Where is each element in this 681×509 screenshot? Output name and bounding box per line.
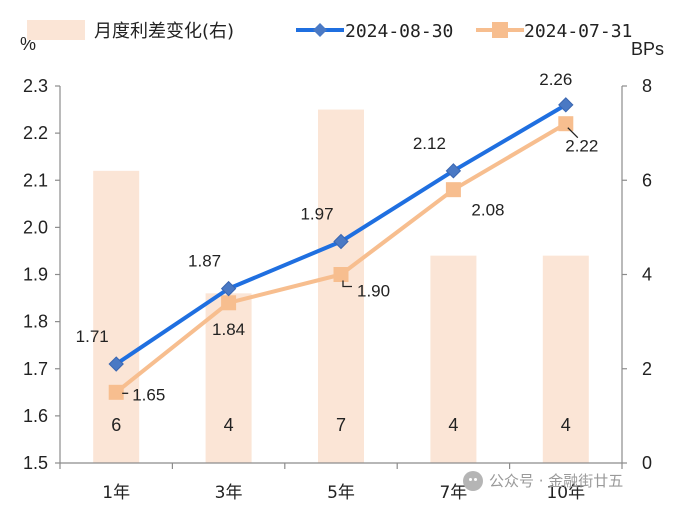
bars-layer bbox=[93, 109, 589, 463]
x-tick-label-0: 1年 bbox=[102, 483, 130, 503]
series-1-point-4 bbox=[558, 116, 574, 132]
series-1-point-2 bbox=[333, 267, 349, 282]
legend-series-0-marker bbox=[313, 23, 327, 37]
wechat-icon bbox=[463, 470, 483, 491]
watermark-text: 公众号 · 金融街廿五 bbox=[489, 472, 624, 490]
series-1-point-1 bbox=[221, 295, 237, 311]
series-1-label-4: 2.22 bbox=[565, 137, 598, 156]
y-right-tick-label-1: 2 bbox=[642, 359, 652, 379]
series-1-point-0 bbox=[108, 384, 124, 400]
x-tick-label-3: 7年 bbox=[439, 483, 467, 503]
series-0-point-1 bbox=[220, 280, 237, 297]
series-0-label-2: 1.97 bbox=[300, 205, 333, 224]
series-1-label-3: 2.08 bbox=[471, 201, 504, 220]
x-tick-label-4: 10年 bbox=[546, 483, 585, 503]
bar-label-0: 6 bbox=[111, 415, 121, 435]
series-0-point-3 bbox=[445, 163, 462, 179]
y-left-tick-label-0: 1.5 bbox=[23, 453, 48, 473]
x-tick-label-1: 3年 bbox=[215, 483, 243, 503]
y-left-tick-label-5: 2.0 bbox=[23, 217, 48, 237]
series-1-label-0: 1.65 bbox=[132, 385, 165, 404]
series-1-point-3 bbox=[445, 182, 461, 198]
watermark: 公众号 · 金融街廿五 bbox=[463, 470, 623, 491]
legend-bar-label: 月度利差变化(右) bbox=[94, 21, 234, 42]
series-0-label-1: 1.87 bbox=[188, 252, 221, 271]
legend-series-0-label: 2024-08-30 bbox=[345, 21, 453, 42]
legend-series-1-marker bbox=[492, 22, 508, 38]
bar-2 bbox=[318, 109, 364, 463]
legend: 月度利差变化(右) 2024-08-30 2024-07-31 bbox=[27, 20, 632, 42]
bar-label-3: 4 bbox=[448, 415, 458, 435]
axes-layer: 1.5 1.6 1.7 1.8 1.9 2.0 2.1 2.2 2.3 0 2 4 6 8 1年 3年 5年 7年… bbox=[20, 34, 664, 503]
legend-bar-swatch bbox=[27, 20, 85, 40]
y-left-tick-label-4: 1.9 bbox=[23, 265, 48, 285]
y-left-tick-label-7: 2.2 bbox=[23, 123, 48, 143]
series-0-label-0: 1.71 bbox=[76, 327, 109, 346]
series-0-point-4 bbox=[558, 97, 574, 113]
bar-label-4: 4 bbox=[561, 415, 571, 435]
series-0-label-3: 2.12 bbox=[413, 134, 446, 153]
lines-layer: 1.71 1.87 1.97 2.12 2.26 1.65 1.84 1.90 2.08 2.22 bbox=[76, 70, 599, 404]
y-left-tick-label-3: 1.8 bbox=[23, 312, 48, 332]
series-0-point-2 bbox=[333, 233, 349, 250]
bar-label-2: 7 bbox=[336, 415, 346, 435]
y-left-tick-label-6: 2.1 bbox=[23, 170, 48, 190]
series-1-leader-2 bbox=[342, 280, 352, 288]
legend-series-1-label: 2024-07-31 bbox=[524, 21, 632, 42]
series-1-label-2: 1.90 bbox=[357, 282, 390, 301]
y-right-tick-label-4: 8 bbox=[642, 76, 652, 96]
y-right-unit: BPs bbox=[631, 39, 664, 59]
series-0-point-0 bbox=[108, 356, 124, 372]
bar-0 bbox=[93, 170, 140, 463]
series-1-label-1: 1.84 bbox=[212, 320, 245, 339]
bar-labels-layer: 6 4 7 4 4 bbox=[111, 415, 571, 435]
bar-4 bbox=[542, 255, 589, 463]
y-left-tick-label-8: 2.3 bbox=[23, 76, 48, 96]
y-left-tick-label-2: 1.7 bbox=[23, 359, 48, 379]
y-right-tick-label-0: 0 bbox=[642, 453, 652, 473]
bar-label-1: 4 bbox=[224, 415, 234, 435]
series-1-leader-4 bbox=[567, 127, 579, 139]
y-right-tick-label-3: 6 bbox=[642, 170, 652, 190]
bar-3 bbox=[430, 255, 477, 463]
y-right-tick-label-2: 4 bbox=[642, 265, 652, 285]
x-tick-label-2: 5年 bbox=[327, 483, 355, 503]
series-0-label-4: 2.26 bbox=[539, 70, 572, 89]
y-left-tick-label-1: 1.6 bbox=[23, 406, 48, 426]
bar-1 bbox=[205, 293, 252, 463]
